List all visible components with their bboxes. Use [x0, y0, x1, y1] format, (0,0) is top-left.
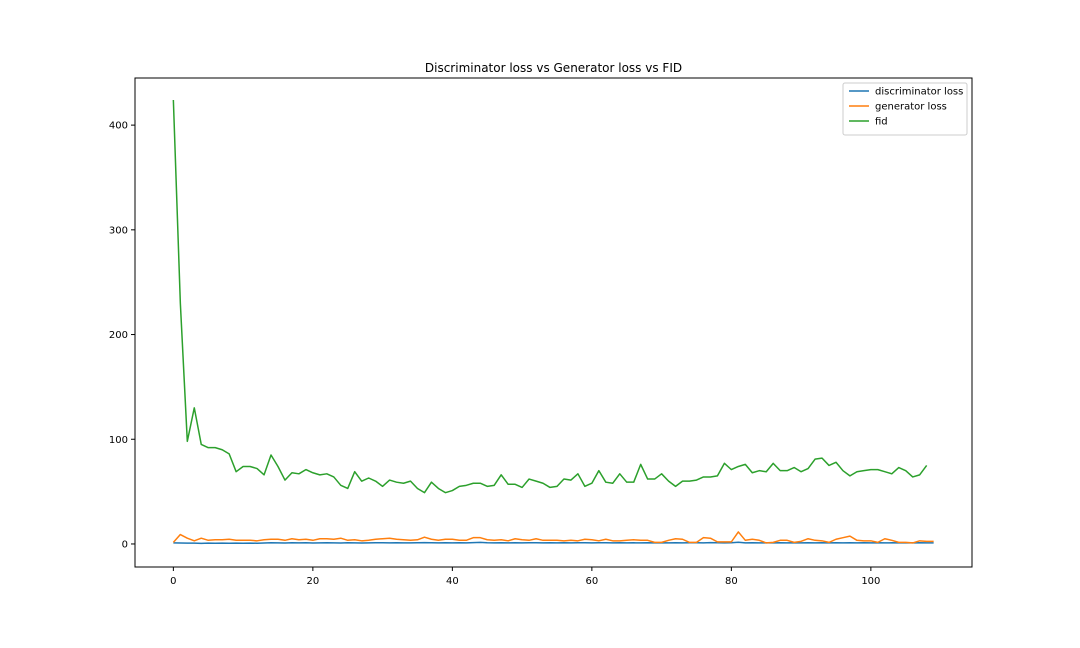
legend-label: generator loss — [875, 102, 947, 113]
x-tick-label: 100 — [861, 576, 880, 587]
y-tick-label: 100 — [109, 435, 128, 446]
legend-box — [842, 82, 968, 136]
y-tick-label: 200 — [109, 330, 128, 341]
legend: discriminator loss generator loss fid — [842, 82, 968, 136]
x-tick-label: 60 — [585, 576, 598, 587]
legend-label: fid — [875, 117, 888, 128]
axes-frame — [134, 77, 973, 568]
x-tick-label: 80 — [725, 576, 738, 587]
legend-label: discriminator loss — [875, 87, 963, 98]
series-line-fid — [172, 99, 928, 494]
plot-area — [172, 99, 934, 545]
series-line-generator-loss — [172, 531, 934, 544]
x-tick-label: 40 — [446, 576, 459, 587]
series-line-discriminator-loss — [173, 541, 934, 545]
y-axis: 0 100 200 300 400 — [109, 121, 135, 550]
chart-title: Discriminator loss vs Generator loss vs … — [425, 61, 682, 75]
x-axis: 0 20 40 60 80 100 — [170, 567, 880, 587]
y-tick-label: 0 — [122, 539, 128, 550]
y-tick-label: 300 — [109, 225, 128, 236]
y-tick-label: 400 — [109, 121, 128, 132]
x-tick-label: 20 — [306, 576, 319, 587]
x-tick-label: 0 — [170, 576, 176, 587]
